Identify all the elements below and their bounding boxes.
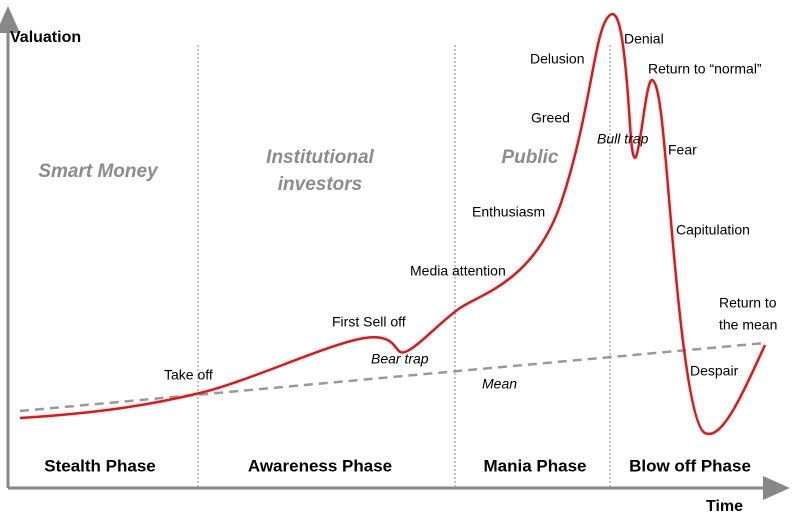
- annotation: Media attention: [410, 263, 506, 279]
- phase-dividers: [197, 45, 611, 488]
- annotation: Enthusiasm: [472, 204, 545, 220]
- phase-label: Blow off Phase: [629, 456, 751, 475]
- phase-label: Mania Phase: [484, 456, 587, 475]
- annotation: Bull trap: [597, 131, 649, 147]
- phase-label: Stealth Phase: [44, 456, 156, 475]
- annotation: Delusion: [530, 51, 584, 67]
- annotation: Capitulation: [676, 222, 750, 238]
- group-label: Institutional: [266, 147, 374, 168]
- annotation: Return to: [719, 295, 777, 311]
- valuation-curve: [19, 13, 767, 436]
- annotation: Take off: [164, 367, 213, 383]
- annotation: Denial: [624, 31, 664, 47]
- phase-label: Awareness Phase: [248, 456, 392, 475]
- annotation: Greed: [531, 110, 570, 126]
- annotation: Bear trap: [371, 351, 429, 367]
- x-axis-label: Time: [706, 498, 743, 515]
- mean-line: [19, 341, 766, 413]
- y-axis-label: Valuation: [10, 29, 81, 46]
- group-label: Smart Money: [38, 161, 159, 182]
- group-label: investors: [278, 174, 362, 195]
- annotation: Despair: [690, 363, 739, 379]
- annotation: Mean: [482, 376, 517, 392]
- annotations: Take off First Sell off Bear trap Media …: [164, 31, 777, 392]
- annotation: Return to “normal”: [648, 61, 762, 77]
- annotation: the mean: [719, 317, 777, 333]
- group-label: Public: [501, 147, 558, 168]
- annotation: Fear: [668, 142, 697, 158]
- annotation: First Sell off: [332, 314, 406, 330]
